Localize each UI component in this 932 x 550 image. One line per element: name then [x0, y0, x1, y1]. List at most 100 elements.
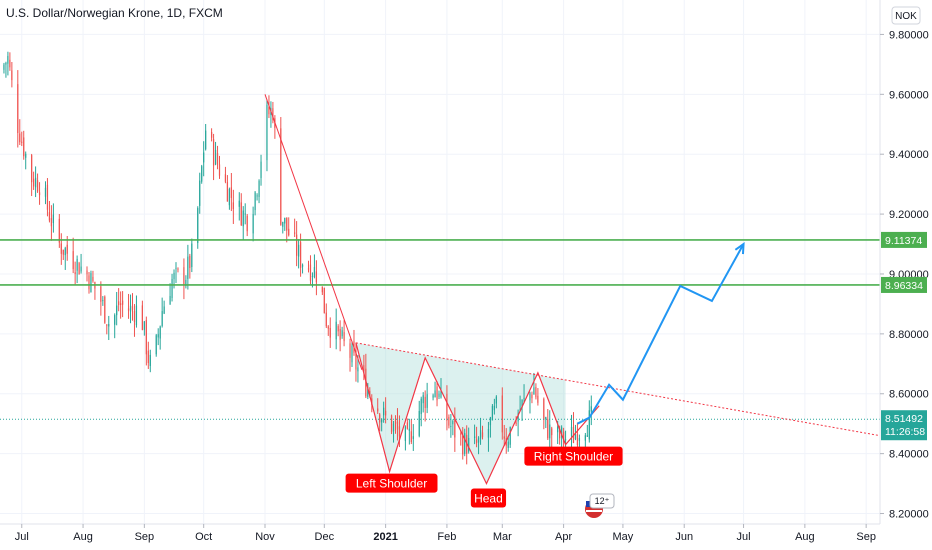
candle-body: [230, 187, 232, 198]
candle-body: [576, 434, 579, 446]
candle-body: [104, 296, 106, 323]
candle-body: [464, 433, 466, 454]
candle-body: [398, 426, 401, 437]
candle-body: [535, 387, 537, 398]
candle-body: [523, 397, 525, 399]
candle-body: [369, 390, 371, 396]
candle-body: [493, 405, 495, 411]
candle-body: [254, 192, 256, 211]
candle-body: [108, 324, 110, 327]
candle-body: [114, 315, 116, 325]
candle-body: [477, 437, 480, 443]
price-axis[interactable]: 8.200008.400008.600008.800009.000009.200…: [880, 29, 929, 521]
candle-body: [34, 177, 37, 188]
candle-body: [383, 407, 385, 416]
x-tick-label: May: [613, 531, 634, 543]
x-tick-label: 2021: [373, 531, 397, 543]
candle-body: [297, 244, 300, 257]
candle-body: [272, 108, 274, 120]
candle-body: [335, 321, 337, 340]
candle-body: [246, 215, 248, 232]
candle-body: [390, 415, 393, 433]
candle-body: [177, 268, 179, 270]
candle-body: [171, 278, 173, 298]
candle-body: [286, 217, 288, 231]
candle-body: [547, 419, 549, 439]
candle-body: [321, 286, 323, 293]
candle-body: [23, 137, 25, 157]
candle-body: [173, 272, 175, 280]
candle-body: [155, 335, 157, 355]
candle-body: [7, 55, 9, 64]
candle-body: [212, 139, 215, 166]
candle-body: [521, 400, 523, 408]
candle-body: [564, 439, 567, 441]
pattern-layer: [355, 342, 566, 484]
candle-body: [90, 273, 92, 293]
candle-body: [60, 243, 62, 254]
candle-body: [533, 387, 535, 395]
candle-body: [197, 208, 199, 243]
candle-body: [21, 141, 23, 143]
candle-body: [410, 431, 412, 443]
candle-body: [377, 408, 379, 412]
x-tick-label: Jul: [15, 531, 29, 543]
pattern-annotations: Left Shoulder Head Right Shoulder: [345, 446, 623, 508]
candle-body: [11, 70, 13, 81]
candle-body: [149, 354, 151, 366]
candle-body: [64, 248, 66, 256]
candle-body: [240, 202, 242, 226]
x-tick-label: Oct: [195, 531, 212, 543]
currency-button[interactable]: NOK: [891, 6, 921, 25]
candle-body: [363, 365, 365, 372]
candle-body: [218, 164, 221, 176]
projection-path: [576, 243, 745, 425]
pattern-fill: [355, 342, 566, 484]
candle-body: [507, 441, 509, 448]
candle-body: [66, 244, 68, 254]
candle-body: [517, 413, 519, 422]
candle-body: [214, 150, 217, 165]
candle-body: [590, 406, 592, 412]
candle-body: [509, 426, 511, 445]
candle-body: [432, 395, 434, 398]
time-axis[interactable]: Jul Aug Sep Oct Nov Dec 2021 Feb Mar Apr May Jun Jul…: [15, 524, 876, 543]
candle-body: [157, 334, 159, 338]
candle-body: [232, 202, 234, 210]
candle-body: [309, 264, 312, 281]
support-price-label: 8.96334: [885, 280, 923, 292]
candle-body: [189, 255, 191, 269]
candle-body: [460, 433, 462, 435]
candle-body: [102, 300, 104, 302]
candle-body: [210, 132, 213, 138]
candle-body: [284, 218, 286, 224]
candle-body: [52, 214, 55, 224]
candle-body: [244, 213, 246, 215]
candle-body: [549, 424, 551, 439]
candle-body: [313, 267, 316, 277]
candle-body: [17, 84, 19, 133]
candle-body: [131, 306, 134, 310]
candle-body: [266, 104, 268, 161]
candle-body: [201, 166, 203, 182]
candle-body: [205, 130, 207, 150]
events-marker-icon[interactable]: 12⁺: [589, 493, 615, 509]
candle-body: [329, 327, 331, 338]
candle-body: [33, 178, 35, 187]
candle-body: [349, 343, 351, 358]
candle-body: [341, 330, 343, 337]
candle-body: [475, 439, 478, 443]
candle-body: [118, 301, 120, 306]
candle-body: [315, 271, 318, 283]
candle-body: [46, 184, 49, 210]
candle-body: [379, 414, 381, 423]
candle-body: [228, 188, 231, 206]
pattern-zigzag: [355, 342, 600, 485]
annotation-label: Right Shoulder: [534, 450, 613, 464]
candle-body: [570, 426, 573, 436]
candle-body: [396, 421, 399, 430]
candle-body: [183, 267, 185, 285]
candle-body: [175, 267, 177, 269]
